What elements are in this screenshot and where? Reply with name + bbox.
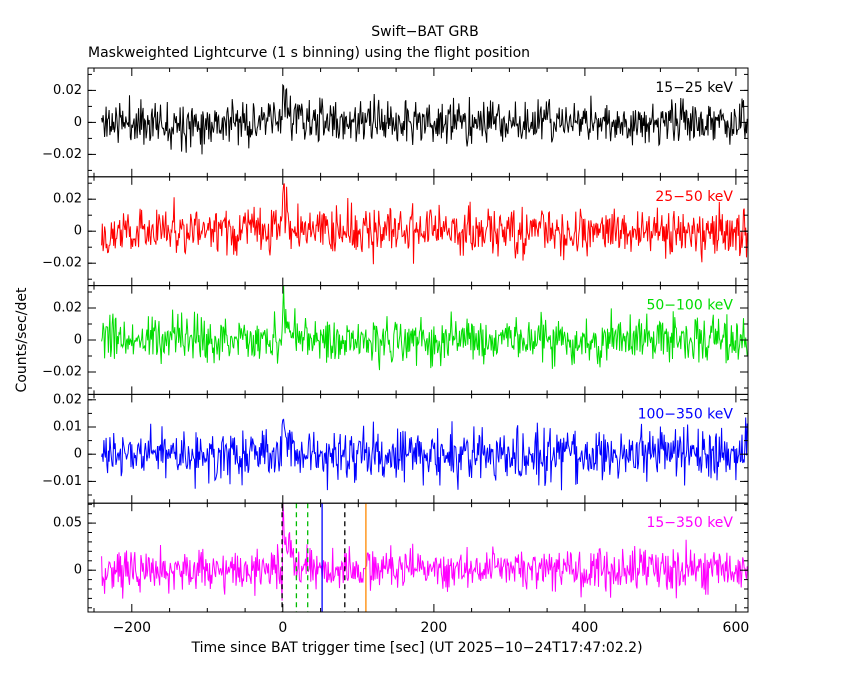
y-tick-label: 0 xyxy=(74,447,82,462)
energy-band-label: 15−25 keV xyxy=(655,80,733,96)
y-tick-label: 0.01 xyxy=(53,420,82,435)
y-tick-label: 0 xyxy=(74,115,82,130)
x-tick-label: −200 xyxy=(113,620,151,636)
energy-band-label: 15−350 keV xyxy=(646,515,733,531)
y-tick-label: 0 xyxy=(74,563,82,578)
series-line xyxy=(101,285,748,371)
series-line xyxy=(101,417,748,491)
y-tick-label: −0.02 xyxy=(42,256,82,271)
y-tick-label: −0.02 xyxy=(42,365,82,380)
y-tick-label: −0.01 xyxy=(42,474,82,489)
series-line xyxy=(101,503,748,601)
y-tick-label: 0.02 xyxy=(53,192,82,207)
x-tick-label: 600 xyxy=(723,620,750,636)
energy-band-label: 50−100 keV xyxy=(646,298,733,314)
chart-subtitle: Maskweighted Lightcurve (1 s binning) us… xyxy=(88,45,531,61)
x-tick-label: 400 xyxy=(572,620,599,636)
y-tick-label: −0.02 xyxy=(42,147,82,162)
y-tick-label: 0.02 xyxy=(53,392,82,407)
chart-title: Swift−BAT GRB xyxy=(371,24,479,40)
y-tick-label: 0.02 xyxy=(53,301,82,316)
energy-band-label: 25−50 keV xyxy=(655,189,733,205)
energy-band-label: 100−350 keV xyxy=(638,406,734,422)
series-line xyxy=(101,183,748,265)
x-tick-label: 0 xyxy=(278,620,287,636)
series-line xyxy=(101,83,748,155)
y-tick-label: 0 xyxy=(74,224,82,239)
y-tick-label: 0.02 xyxy=(53,83,82,98)
y-tick-label: 0.05 xyxy=(53,516,82,531)
x-axis-label: Time since BAT trigger time [sec] (UT 20… xyxy=(191,640,643,656)
x-tick-label: 200 xyxy=(421,620,448,636)
y-tick-label: 0 xyxy=(74,333,82,348)
panel-frame xyxy=(87,502,749,613)
